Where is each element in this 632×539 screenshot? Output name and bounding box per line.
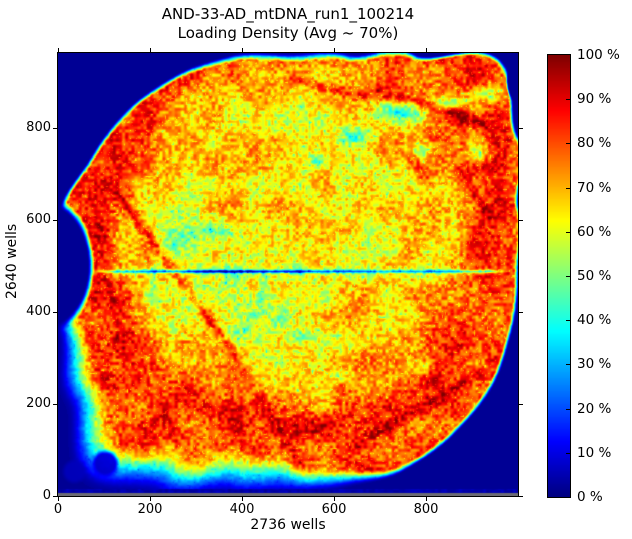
y-tick-label: 800	[26, 119, 51, 135]
x-tick-mark-top	[150, 48, 151, 52]
x-tick-label: 600	[321, 502, 347, 517]
y-tick-mark	[53, 403, 57, 405]
plot-area	[57, 52, 519, 497]
y-tick-label: 200	[26, 395, 51, 411]
x-tick-label: 200	[137, 502, 163, 517]
colorbar-tick-label: 100 %	[577, 47, 620, 63]
colorbar-tick-mark	[566, 143, 570, 145]
y-tick-mark-right	[519, 403, 523, 405]
colorbar-tick-label: 80 %	[577, 135, 612, 152]
y-tick-mark-right	[519, 496, 523, 497]
y-tick-mark	[53, 127, 57, 129]
colorbar-canvas	[548, 55, 570, 497]
colorbar-tick-label: 10 %	[577, 444, 612, 461]
x-tick-mark	[58, 497, 59, 501]
colorbar-tick-label: 50 %	[577, 268, 612, 284]
colorbar-tick-label: 30 %	[577, 356, 612, 373]
y-axis-label: 2640 wells	[4, 223, 20, 299]
colorbar-tick-mark	[566, 320, 570, 322]
x-tick-mark	[334, 497, 335, 501]
x-tick-label: 0	[53, 502, 63, 517]
colorbar-tick-mark	[566, 231, 570, 233]
colorbar-tick-label: 0 %	[577, 489, 603, 505]
colorbar-tick-mark	[566, 452, 570, 454]
x-tick-mark	[242, 497, 243, 501]
y-tick-mark	[53, 496, 57, 497]
colorbar-tick-label: 60 %	[577, 223, 612, 240]
colorbar-tick-mark	[566, 187, 570, 189]
colorbar-tick-mark	[566, 408, 570, 410]
chart-title: AND-33-AD_mtDNA_run1_100214	[161, 5, 415, 23]
x-tick-mark-top	[242, 48, 243, 52]
y-tick-mark-right	[519, 311, 523, 313]
y-tick-mark	[53, 311, 57, 313]
y-tick-mark	[53, 219, 57, 221]
x-tick-label: 400	[229, 502, 255, 517]
x-tick-mark	[150, 497, 151, 501]
colorbar-tick-mark	[566, 276, 570, 277]
y-tick-label: 600	[26, 211, 51, 227]
x-tick-mark	[426, 497, 427, 501]
colorbar-tick-label: 90 %	[577, 91, 612, 108]
x-tick-label: 800	[413, 502, 439, 517]
x-tick-mark-top	[426, 48, 427, 52]
colorbar-tick-label: 20 %	[577, 400, 612, 417]
x-tick-mark-top	[334, 48, 335, 52]
colorbar	[547, 54, 571, 498]
colorbar-tick-label: 70 %	[577, 179, 612, 196]
y-tick-label: 400	[26, 303, 51, 319]
colorbar-tick-mark	[566, 364, 570, 366]
colorbar-tick-label: 40 %	[577, 312, 612, 329]
chart-subtitle: Loading Density (Avg ~ 70%)	[177, 24, 399, 42]
y-tick-label: 0	[42, 488, 51, 503]
x-axis-label: 2736 wells	[250, 517, 326, 533]
x-tick-mark-top	[58, 48, 59, 52]
y-tick-mark-right	[519, 219, 523, 221]
colorbar-tick-mark	[566, 99, 570, 101]
y-tick-mark-right	[519, 127, 523, 129]
heatmap-canvas	[58, 53, 518, 496]
